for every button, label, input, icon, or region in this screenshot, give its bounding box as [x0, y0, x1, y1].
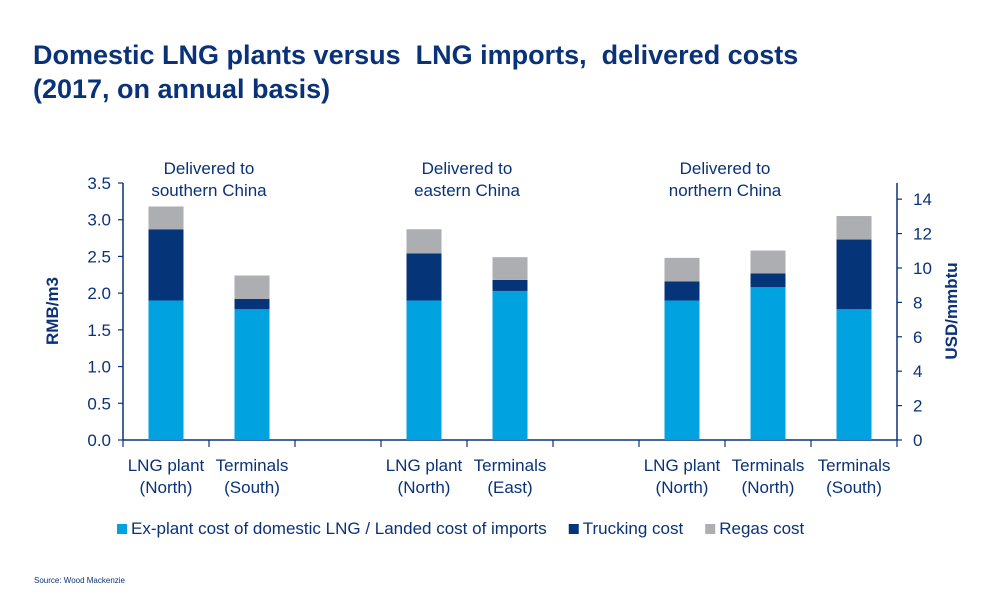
bar-segment-regas — [234, 275, 270, 300]
legend-label: Trucking cost — [583, 519, 684, 538]
y-tick-label-left: 2.0 — [87, 284, 111, 303]
x-tick-label: (North) — [742, 478, 795, 497]
y-tick-label-left: 3.0 — [87, 211, 111, 230]
bar-segment-regas — [492, 257, 528, 280]
bar-segment-trucking — [492, 279, 528, 291]
source-note: Source: Wood Mackenzie — [34, 576, 126, 585]
y-tick-label-right: 4 — [913, 362, 922, 381]
group-label: southern China — [151, 181, 267, 200]
y-tick-label-right: 10 — [913, 259, 932, 278]
group-label: northern China — [669, 181, 782, 200]
group-label: Delivered to — [680, 159, 771, 178]
bar-segment-regas — [836, 216, 872, 240]
y-tick-label-left: 1.0 — [87, 358, 111, 377]
x-tick-label: Terminals — [216, 456, 289, 475]
x-tick-label: LNG plant — [128, 456, 205, 475]
bar-segment-explant — [148, 300, 184, 440]
bar-segment-trucking — [664, 281, 700, 301]
y-axis-label-right: USD/mmbtu — [942, 262, 961, 359]
x-tick-label: Terminals — [818, 456, 891, 475]
bar-segment-explant — [406, 300, 442, 440]
y-tick-label-left: 0.5 — [87, 394, 111, 413]
legend-label: Ex-plant cost of domestic LNG / Landed c… — [131, 519, 547, 538]
y-tick-label-right: 8 — [913, 293, 922, 312]
y-tick-label-left: 2.5 — [87, 247, 111, 266]
legend-swatch — [705, 524, 716, 534]
bar-segment-explant — [750, 287, 786, 440]
chart-title: Domestic LNG plants versus LNG imports, … — [33, 40, 799, 104]
legend-swatch — [117, 524, 127, 534]
x-tick-label: (East) — [487, 478, 532, 497]
bar-segment-explant — [234, 309, 270, 440]
x-tick-label: LNG plant — [386, 456, 463, 475]
x-tick-label: (North) — [656, 478, 709, 497]
legend-swatch — [568, 524, 579, 534]
y-tick-label-left: 3.5 — [87, 174, 111, 193]
bar-segment-trucking — [148, 229, 184, 301]
bar-segment-explant — [492, 290, 528, 440]
y-tick-label-right: 6 — [913, 328, 922, 347]
group-label: Delivered to — [164, 159, 255, 178]
x-tick-label: LNG plant — [644, 456, 721, 475]
y-axis-label-left: RMB/m3 — [43, 277, 62, 345]
bar-segment-regas — [406, 229, 442, 254]
bar-segment-trucking — [836, 239, 872, 310]
bar-segment-explant — [836, 309, 872, 440]
bar-segment-regas — [750, 250, 786, 274]
x-tick-label: (North) — [140, 478, 193, 497]
y-tick-label-left: 0.0 — [87, 431, 111, 450]
y-tick-label-right: 14 — [913, 190, 932, 209]
bar-segment-trucking — [750, 273, 786, 288]
group-label: Delivered to — [422, 159, 513, 178]
y-tick-label-right: 12 — [913, 225, 932, 244]
y-tick-label-right: 2 — [913, 397, 922, 416]
y-tick-label-left: 1.5 — [87, 321, 111, 340]
x-tick-label: Terminals — [732, 456, 805, 475]
x-tick-label: Terminals — [474, 456, 547, 475]
legend-label: Regas cost — [719, 519, 804, 538]
group-label: eastern China — [414, 181, 520, 200]
bar-segment-regas — [664, 257, 700, 282]
bar-segment-regas — [148, 206, 184, 230]
x-tick-label: (South) — [224, 478, 280, 497]
x-tick-label: (South) — [826, 478, 882, 497]
bar-segment-trucking — [406, 253, 442, 301]
bar-segment-explant — [664, 300, 700, 440]
bar-segment-trucking — [234, 299, 270, 310]
x-tick-label: (North) — [398, 478, 451, 497]
y-tick-label-right: 0 — [913, 431, 922, 450]
